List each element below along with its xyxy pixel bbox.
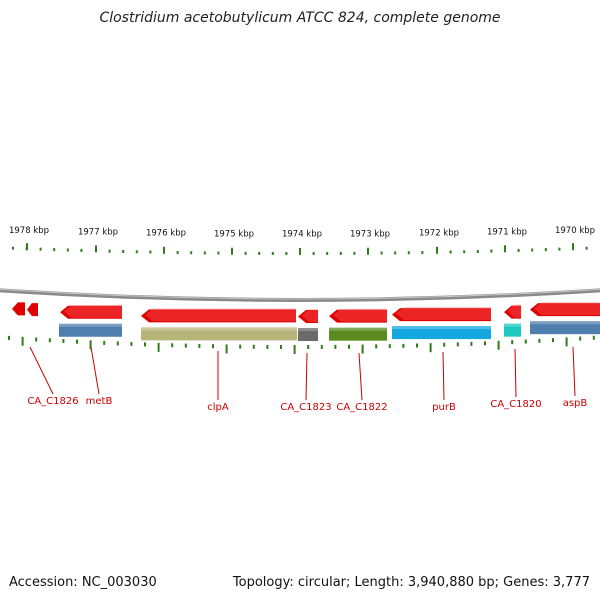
gene-arrow-shine [534,302,600,316]
scale-label: 1977 kbp [78,227,118,237]
gene-arrow-shine [145,308,296,322]
scale-label: 1971 kbp [487,227,527,237]
gene-arrow[interactable] [141,309,296,323]
gene-label[interactable]: aspB [563,398,588,409]
outer-scale-ticks [12,243,588,255]
gene-label-leader [358,352,363,401]
gene-feature-band[interactable] [392,326,491,340]
gene-arrow-shine [64,304,122,318]
gene-arrow[interactable] [12,302,25,316]
genome-backbone-highlight [0,288,600,300]
gene-feature-highlight [329,327,387,331]
gene-arrow[interactable] [530,303,600,317]
gene-arrow-shine [333,308,387,322]
gene-feature-highlight [504,323,521,327]
gene-arrow[interactable] [329,309,387,323]
scale-label: 1978 kbp [9,226,49,236]
gene-arrow-shine [396,307,491,321]
gene-label[interactable]: metB [86,396,113,407]
gene-feature-highlight [59,323,122,327]
gene-feature-highlight [298,327,318,331]
gene-label[interactable]: CA_C1822 [336,402,387,413]
gene-feature-highlight [141,327,297,331]
scale-label: 1972 kbp [419,229,459,239]
gene-label[interactable]: CA_C1823 [280,402,331,413]
genome-backbone [0,288,600,302]
gene-arrow-shine [302,308,318,322]
inner-scale-ticks [8,335,595,354]
gene-label[interactable]: CA_C1826 [27,396,78,407]
gene-arrow[interactable] [504,305,521,319]
scale-label: 1976 kbp [146,229,186,239]
gene-arrow-shine [508,304,521,318]
gene-feature-band[interactable] [298,327,318,341]
scale-label: 1973 kbp [350,229,390,239]
gene-feature-band[interactable] [59,323,122,337]
scale-label: 1975 kbp [214,229,254,239]
gene-arrow[interactable] [27,303,38,317]
gene-label-leader [305,352,308,401]
gene-arrow[interactable] [60,305,122,319]
gene-feature-band[interactable] [504,323,521,337]
genome-title: Clostridium acetobutylicum ATCC 824, com… [99,10,501,26]
gene-feature-highlight [392,326,491,330]
gene-arrow[interactable] [392,308,491,322]
gene-label-leader [442,351,445,401]
gene-label-leader [572,346,576,397]
scale-label: 1970 kbp [555,226,595,236]
topology-info: Topology: circular; Length: 3,940,880 bp… [232,575,590,590]
scale-label: 1974 kbp [282,230,322,240]
gene-feature-highlight [530,321,600,325]
gene-label-leader [90,346,100,395]
accession-label: Accession: NC_003030 [9,575,157,590]
gene-label-leader [29,346,54,395]
gene-label[interactable]: clpA [207,402,229,413]
gene-label-leader [514,348,517,398]
gene-feature-band[interactable] [329,327,387,341]
gene-label[interactable]: CA_C1820 [490,399,541,410]
gene-arrow[interactable] [298,309,318,323]
genes-layer [12,302,600,341]
gene-labels: CA_C1826 metB clpA CA_C1823 CA_C1822 purB CA_C… [27,346,588,413]
scale-labels: 1978 kbp 1977 kbp 1976 kbp 1975 kbp 1974 kbp… [9,226,595,240]
gene-feature-band[interactable] [530,321,600,335]
gene-label[interactable]: purB [432,402,456,413]
gene-feature-band[interactable] [141,327,297,341]
